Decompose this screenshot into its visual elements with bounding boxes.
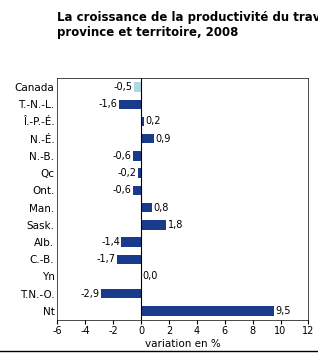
Text: 9,5: 9,5 — [275, 306, 290, 316]
Bar — [133, 151, 141, 161]
Text: 0,0: 0,0 — [142, 272, 158, 282]
Bar — [119, 99, 141, 109]
Bar — [117, 255, 141, 264]
Text: 0,8: 0,8 — [154, 203, 169, 213]
Text: -0,6: -0,6 — [112, 151, 131, 161]
Bar — [121, 237, 141, 247]
Text: -2,9: -2,9 — [80, 289, 99, 299]
Bar — [141, 134, 154, 143]
Text: -0,2: -0,2 — [118, 168, 137, 178]
Bar — [100, 289, 141, 299]
Bar — [138, 168, 141, 178]
Text: 1,8: 1,8 — [168, 220, 183, 230]
Text: -1,6: -1,6 — [98, 99, 117, 109]
Bar — [141, 203, 152, 212]
Text: -1,4: -1,4 — [101, 237, 120, 247]
Text: -1,7: -1,7 — [97, 254, 116, 264]
Text: 0,2: 0,2 — [145, 116, 161, 126]
Text: -0,5: -0,5 — [114, 82, 133, 92]
Bar — [141, 306, 273, 316]
Text: La croissance de la productivité du travail par
province et territoire, 2008: La croissance de la productivité du trav… — [57, 11, 318, 39]
Bar — [134, 82, 141, 92]
Text: -0,6: -0,6 — [112, 185, 131, 195]
Text: 0,9: 0,9 — [155, 134, 170, 144]
Bar — [133, 186, 141, 195]
Bar — [141, 117, 144, 126]
Bar — [141, 220, 166, 230]
X-axis label: variation en %: variation en % — [145, 339, 221, 349]
